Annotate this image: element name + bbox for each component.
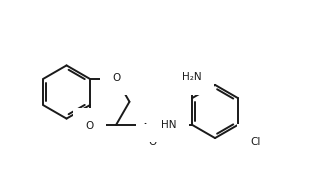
Text: O: O	[148, 137, 157, 147]
Text: O: O	[86, 121, 94, 131]
Text: Cl: Cl	[250, 137, 260, 147]
Text: HN: HN	[161, 120, 176, 130]
Text: O: O	[112, 73, 120, 83]
Text: H₂N: H₂N	[182, 72, 202, 83]
